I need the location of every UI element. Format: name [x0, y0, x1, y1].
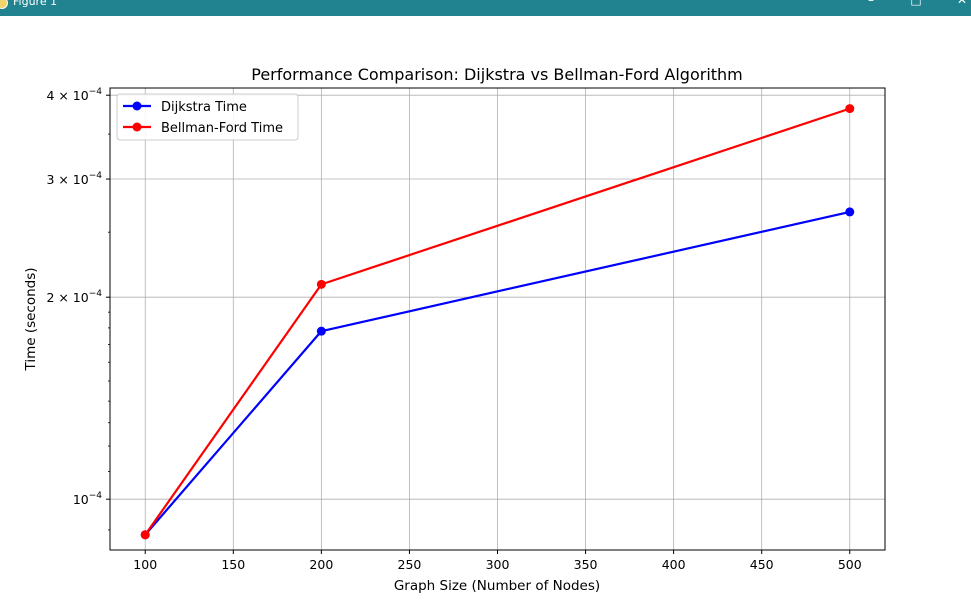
x-axis-label: Graph Size (Number of Nodes): [394, 578, 600, 594]
legend-box: [116, 93, 299, 141]
x-tick-label: 200: [309, 557, 333, 572]
window-title: Figure 1: [13, 0, 58, 8]
data-point: [845, 207, 855, 217]
x-tick-label: 100: [133, 557, 157, 572]
maximize-button[interactable]: □: [910, 0, 922, 7]
x-tick-label: 500: [838, 557, 862, 572]
legend-swatch-marker: [132, 101, 142, 111]
y-tick-label: 3 × 10−4: [46, 171, 102, 187]
close-button[interactable]: ✕: [956, 0, 968, 7]
window-titlebar: Figure 1 – □ ✕: [0, 0, 971, 16]
x-tick-label: 350: [574, 557, 598, 572]
legend-label: Dijkstra Time: [161, 100, 247, 115]
y-tick-label: 10−4: [73, 491, 102, 507]
x-axis-ticks: 100 150 200 250 300 350 400 450 500: [133, 550, 862, 572]
legend-swatch-marker: [132, 122, 142, 132]
data-point: [316, 279, 326, 289]
legend-label: Bellman-Ford Time: [161, 121, 283, 136]
chart-title: Performance Comparison: Dijkstra vs Bell…: [251, 65, 743, 84]
series-layer: [140, 104, 855, 540]
data-point: [140, 530, 150, 540]
y-axis-label: Time (seconds): [23, 267, 39, 371]
minimize-button[interactable]: –: [868, 0, 874, 7]
y-axis-ticks: 10−4 2 × 10−4 3 × 10−4 4 × 10−4: [46, 87, 110, 531]
x-tick-label: 300: [486, 557, 510, 572]
chart: Performance Comparison: Dijkstra vs Bell…: [23, 65, 886, 594]
x-tick-label: 150: [221, 557, 245, 572]
data-point: [316, 326, 326, 336]
y-tick-label: 2 × 10−4: [46, 289, 102, 305]
data-point: [845, 104, 855, 114]
x-tick-label: 450: [750, 557, 774, 572]
grid: [110, 88, 885, 550]
x-tick-label: 250: [398, 557, 422, 572]
matplotlib-icon: [0, 0, 8, 9]
x-tick-label: 400: [662, 557, 686, 572]
y-tick-label: 4 × 10−4: [46, 87, 102, 103]
legend: Dijkstra Time Bellman-Ford Time: [116, 93, 299, 141]
